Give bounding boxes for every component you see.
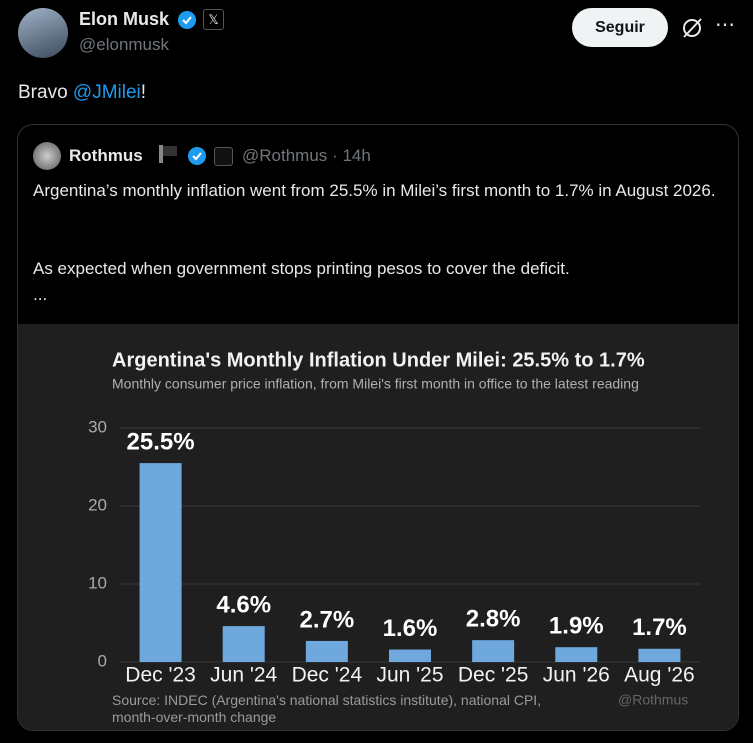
y-tick-label: 10 xyxy=(88,573,107,592)
chart-title: Argentina's Monthly Inflation Under Mile… xyxy=(112,349,645,371)
x-tick-label: Aug '26 xyxy=(624,664,695,687)
x-tick-label: Dec '24 xyxy=(292,664,363,687)
bar xyxy=(222,626,265,662)
bar xyxy=(389,649,431,662)
flag-icon xyxy=(163,146,177,156)
text: ! xyxy=(140,82,147,103)
follow-button[interactable]: Seguir xyxy=(572,8,668,47)
watermark: @Rothmus xyxy=(618,692,688,708)
x-tick-label: Jun '24 xyxy=(210,664,277,687)
quote-author-handle: @Rothmus xyxy=(242,146,328,165)
chart: Argentina's Monthly Inflation Under Mile… xyxy=(18,324,738,730)
quote-avatar xyxy=(33,142,61,170)
quote-paragraph: Argentina’s monthly inflation went from … xyxy=(33,181,716,200)
verified-badge xyxy=(178,11,196,29)
value-label: 1.7% xyxy=(632,614,687,641)
bar xyxy=(139,463,182,662)
value-label: 2.8% xyxy=(466,606,521,633)
y-tick-label: 30 xyxy=(88,417,107,436)
grok-icon[interactable] xyxy=(680,16,704,40)
quote-time: 14h xyxy=(342,146,371,165)
verified-badge xyxy=(188,147,206,165)
x-tick-label: Jun '25 xyxy=(376,664,443,687)
x-tick-label: Dec '25 xyxy=(458,664,529,687)
value-label: 2.7% xyxy=(300,606,355,633)
value-label: 4.6% xyxy=(216,591,271,618)
quote-meta: @Rothmus · 14h xyxy=(242,146,371,166)
mention-link[interactable]: @JMilei xyxy=(72,82,141,103)
y-tick-label: 0 xyxy=(98,651,107,670)
quote-author-name[interactable]: Rothmus xyxy=(69,146,143,165)
affiliation-badge xyxy=(214,147,233,166)
quote-more: ... xyxy=(33,285,48,304)
y-tick-label: 20 xyxy=(88,495,107,514)
affiliation-badge: 𝕏 xyxy=(203,9,224,30)
author-handle[interactable]: @elonmusk xyxy=(79,35,170,54)
chart-subtitle: Monthly consumer price inflation, from M… xyxy=(112,376,639,392)
bar xyxy=(555,647,598,662)
x-tick-label: Jun '26 xyxy=(543,664,610,687)
source-note: Source: INDEC (Argentina's national stat… xyxy=(112,692,541,725)
value-label: 1.6% xyxy=(383,615,438,642)
post-text: Bravo @JMilei! xyxy=(18,82,146,104)
text: Bravo xyxy=(18,82,73,103)
bar xyxy=(638,648,681,662)
value-label: 1.9% xyxy=(549,613,604,640)
bar xyxy=(305,640,348,662)
x-tick-label: Dec '23 xyxy=(125,664,196,687)
avatar[interactable] xyxy=(18,8,68,58)
bar xyxy=(472,640,515,662)
author-name[interactable]: Elon Musk xyxy=(79,9,170,29)
separator: · xyxy=(332,146,338,165)
flag-icon xyxy=(159,145,163,163)
more-menu[interactable]: ⋯ xyxy=(715,14,736,36)
quote-card[interactable]: Rothmus @Rothmus · 14h Argentina’s month… xyxy=(17,124,739,731)
quote-paragraph: As expected when government stops printi… xyxy=(33,259,570,278)
value-label: 25.5% xyxy=(127,428,195,455)
